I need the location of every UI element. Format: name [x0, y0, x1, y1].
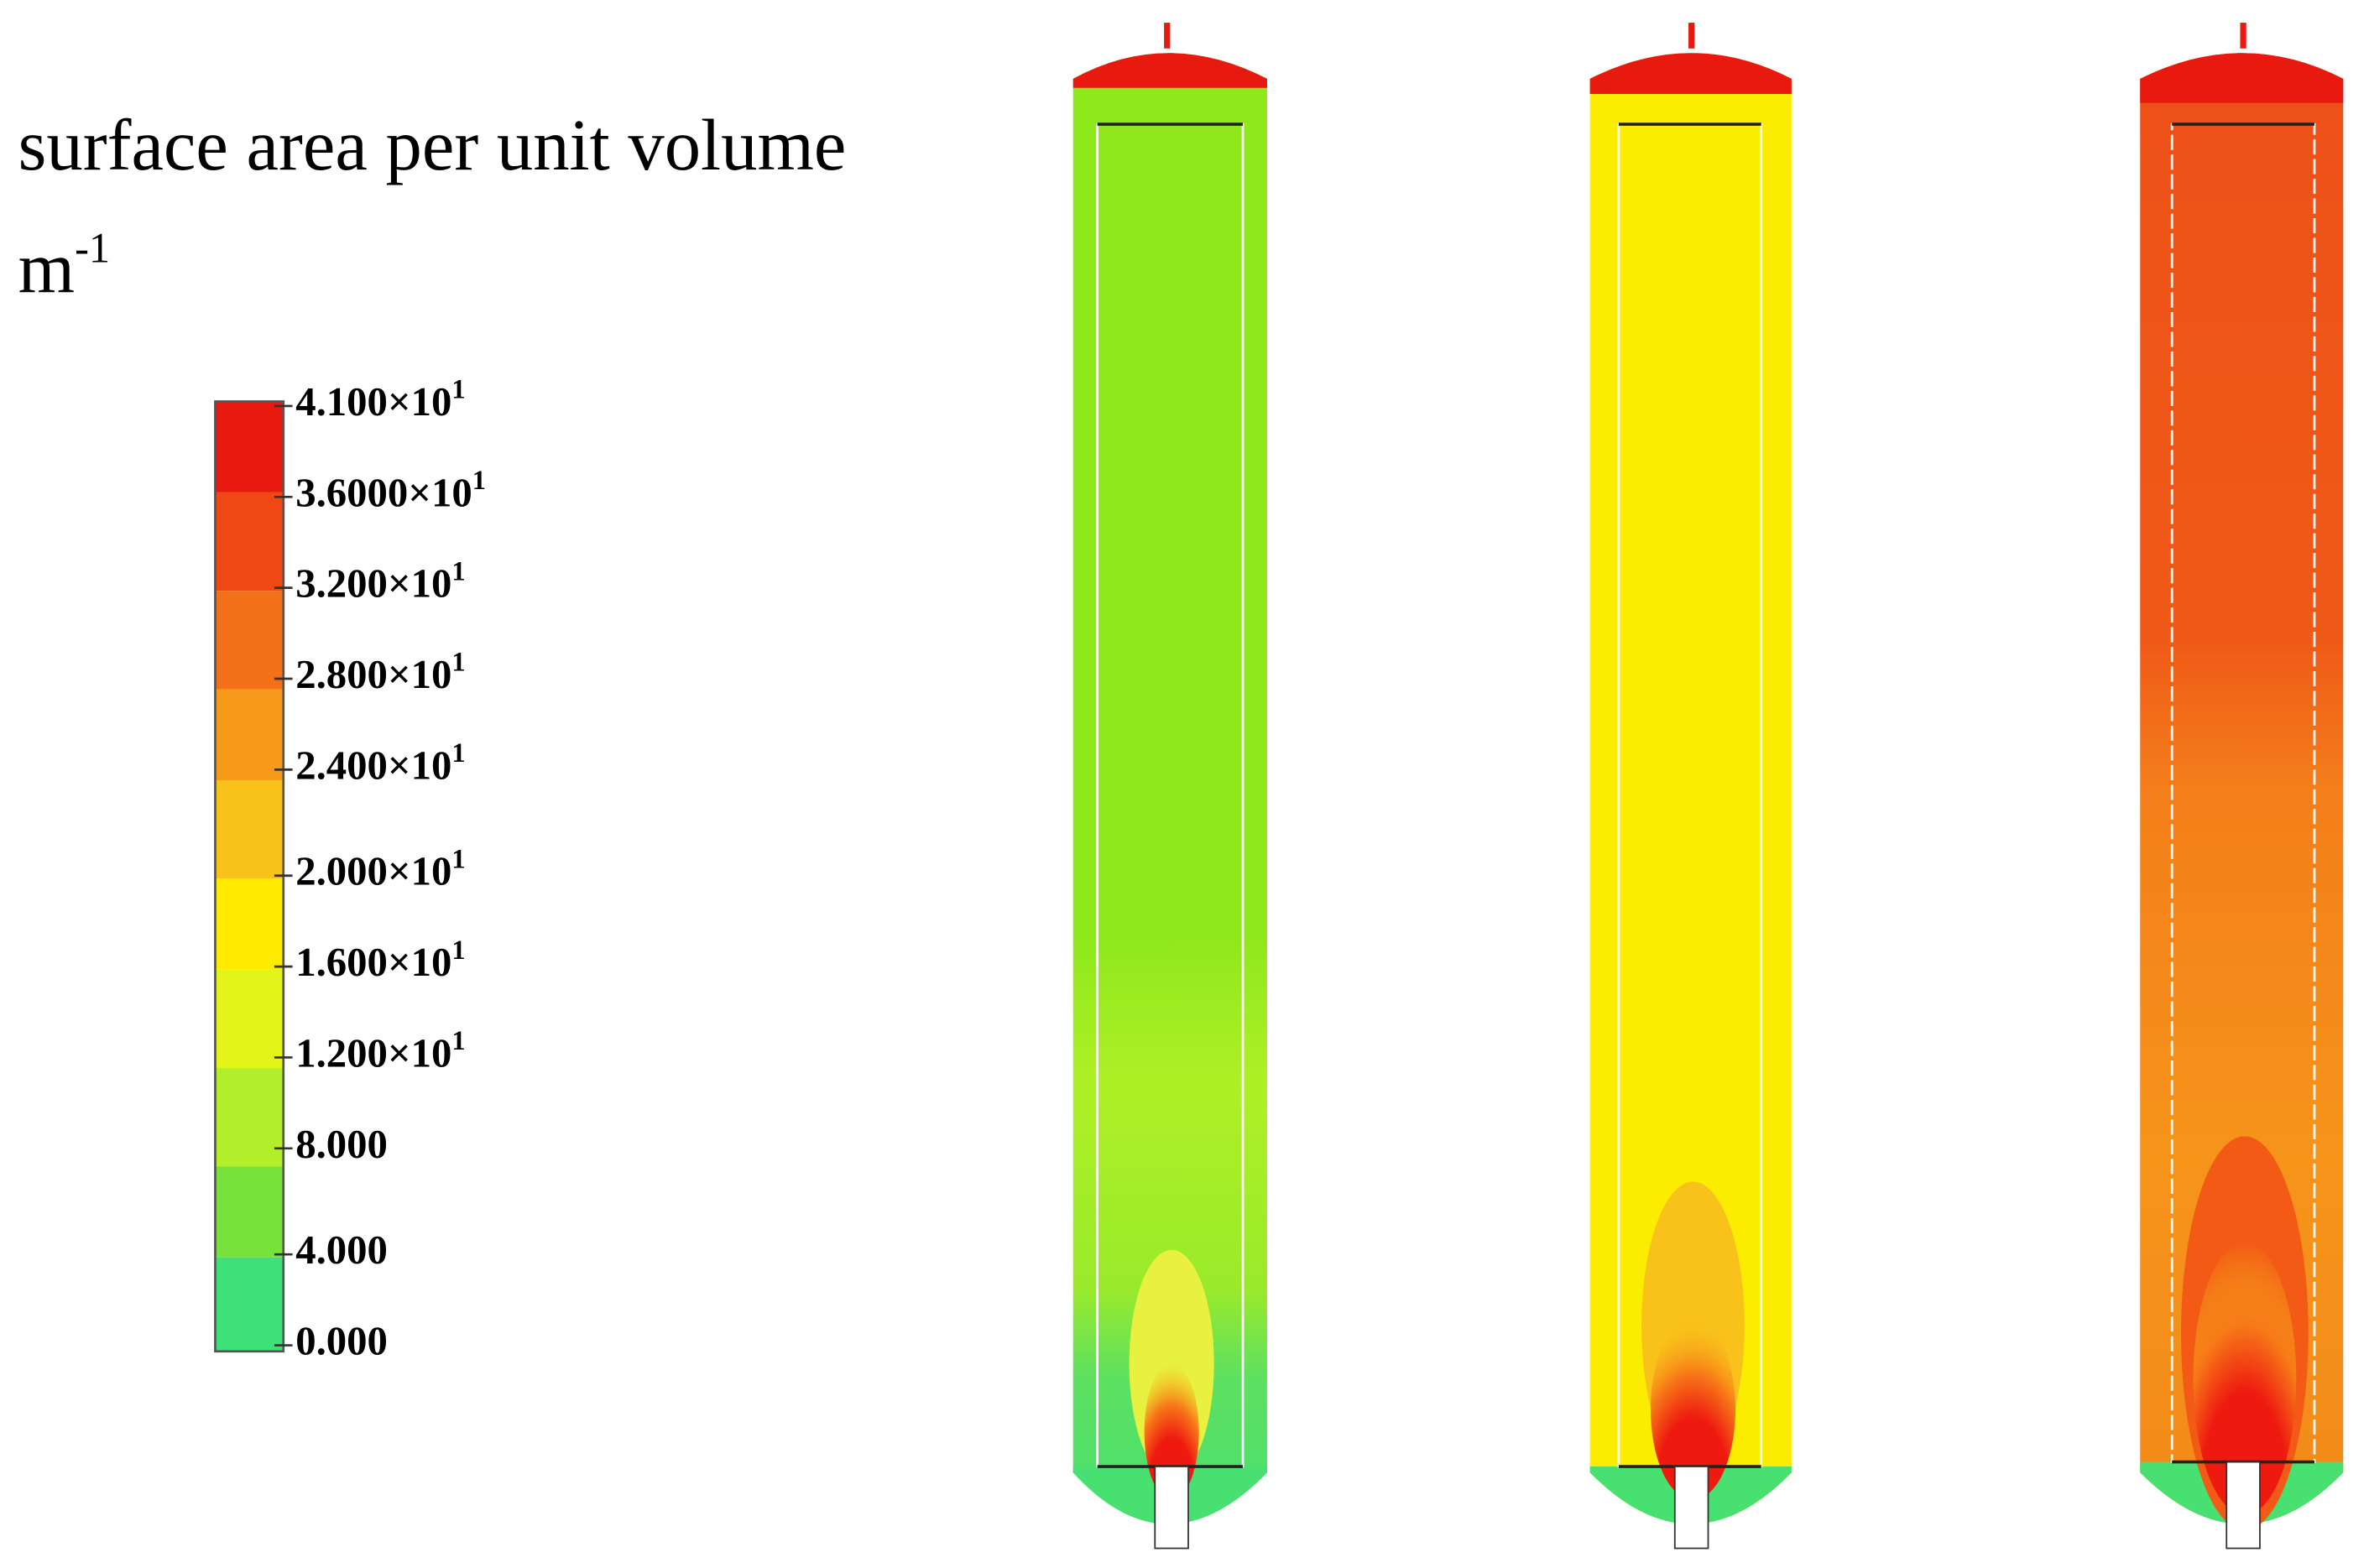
legend-title: surface area per unit volume [18, 105, 847, 185]
outlet [1673, 1466, 1709, 1550]
color-band [215, 1257, 284, 1352]
label-exponent: 1 [451, 648, 465, 678]
color-band [215, 689, 284, 780]
colorbar-label: 4.000 [295, 1227, 388, 1273]
plume [2193, 1242, 2297, 1515]
colorbar-label: 0.000 [295, 1319, 388, 1364]
label-text: 3.6000×10 [295, 470, 472, 515]
column-1 [1072, 23, 1267, 1550]
outlet [2226, 1461, 2261, 1550]
label-text: 0.000 [295, 1319, 388, 1364]
column-2 [1589, 23, 1792, 1550]
label-text: 8.000 [295, 1122, 388, 1167]
color-band [215, 969, 284, 1069]
column-3 [2140, 23, 2344, 1550]
plume [1650, 1318, 1736, 1500]
colorbar-labels: 4.100×1013.6000×1013.200×1012.800×1012.4… [274, 375, 486, 1364]
label-exponent: 1 [451, 739, 465, 769]
label-text: 2.800×10 [295, 652, 451, 697]
top-region [1589, 53, 1792, 94]
top-region [2140, 53, 2344, 103]
label-text: 3.200×10 [295, 561, 451, 607]
colorbar-label: 8.000 [295, 1122, 388, 1167]
label-text: 4.100×10 [295, 379, 451, 425]
color-band [215, 401, 284, 492]
color-band [215, 591, 284, 690]
legend-unit: m-1 [18, 224, 111, 308]
label-exponent: 1 [451, 557, 465, 587]
label-exponent: 1 [472, 466, 486, 497]
vessel [1072, 53, 1267, 1524]
label-text: 2.000×10 [295, 849, 451, 894]
color-band [215, 492, 284, 591]
color-band [215, 878, 284, 970]
label-text: 4.000 [295, 1227, 388, 1273]
color-band [215, 1166, 284, 1258]
unit-base: m [18, 228, 75, 309]
colorbar-label: 2.800×101 [295, 648, 465, 697]
label-exponent: 1 [451, 1027, 465, 1057]
color-band [215, 779, 284, 879]
colorbar-label: 3.200×101 [295, 557, 465, 607]
colorbar-label: 2.000×101 [295, 845, 465, 894]
label-text: 2.400×10 [295, 743, 451, 789]
colorbar-label: 3.6000×101 [295, 466, 486, 516]
label-text: 1.600×10 [295, 940, 451, 985]
colorbar-label: 4.100×101 [295, 375, 465, 425]
vessel [1589, 53, 1792, 1524]
label-text: 1.200×10 [295, 1031, 451, 1076]
vessel [2140, 53, 2344, 1524]
outlet [1154, 1466, 1189, 1550]
colorbar-label: 1.600×101 [295, 935, 465, 985]
color-band [215, 1068, 284, 1167]
colorbar-label: 2.400×101 [295, 739, 465, 789]
colorbar-label: 1.200×101 [295, 1027, 465, 1076]
colorbar [214, 400, 285, 1353]
top-region [1072, 53, 1267, 88]
label-exponent: 1 [451, 935, 465, 966]
label-exponent: 1 [451, 375, 465, 405]
label-exponent: 1 [451, 845, 465, 875]
unit-exponent: -1 [75, 224, 110, 271]
